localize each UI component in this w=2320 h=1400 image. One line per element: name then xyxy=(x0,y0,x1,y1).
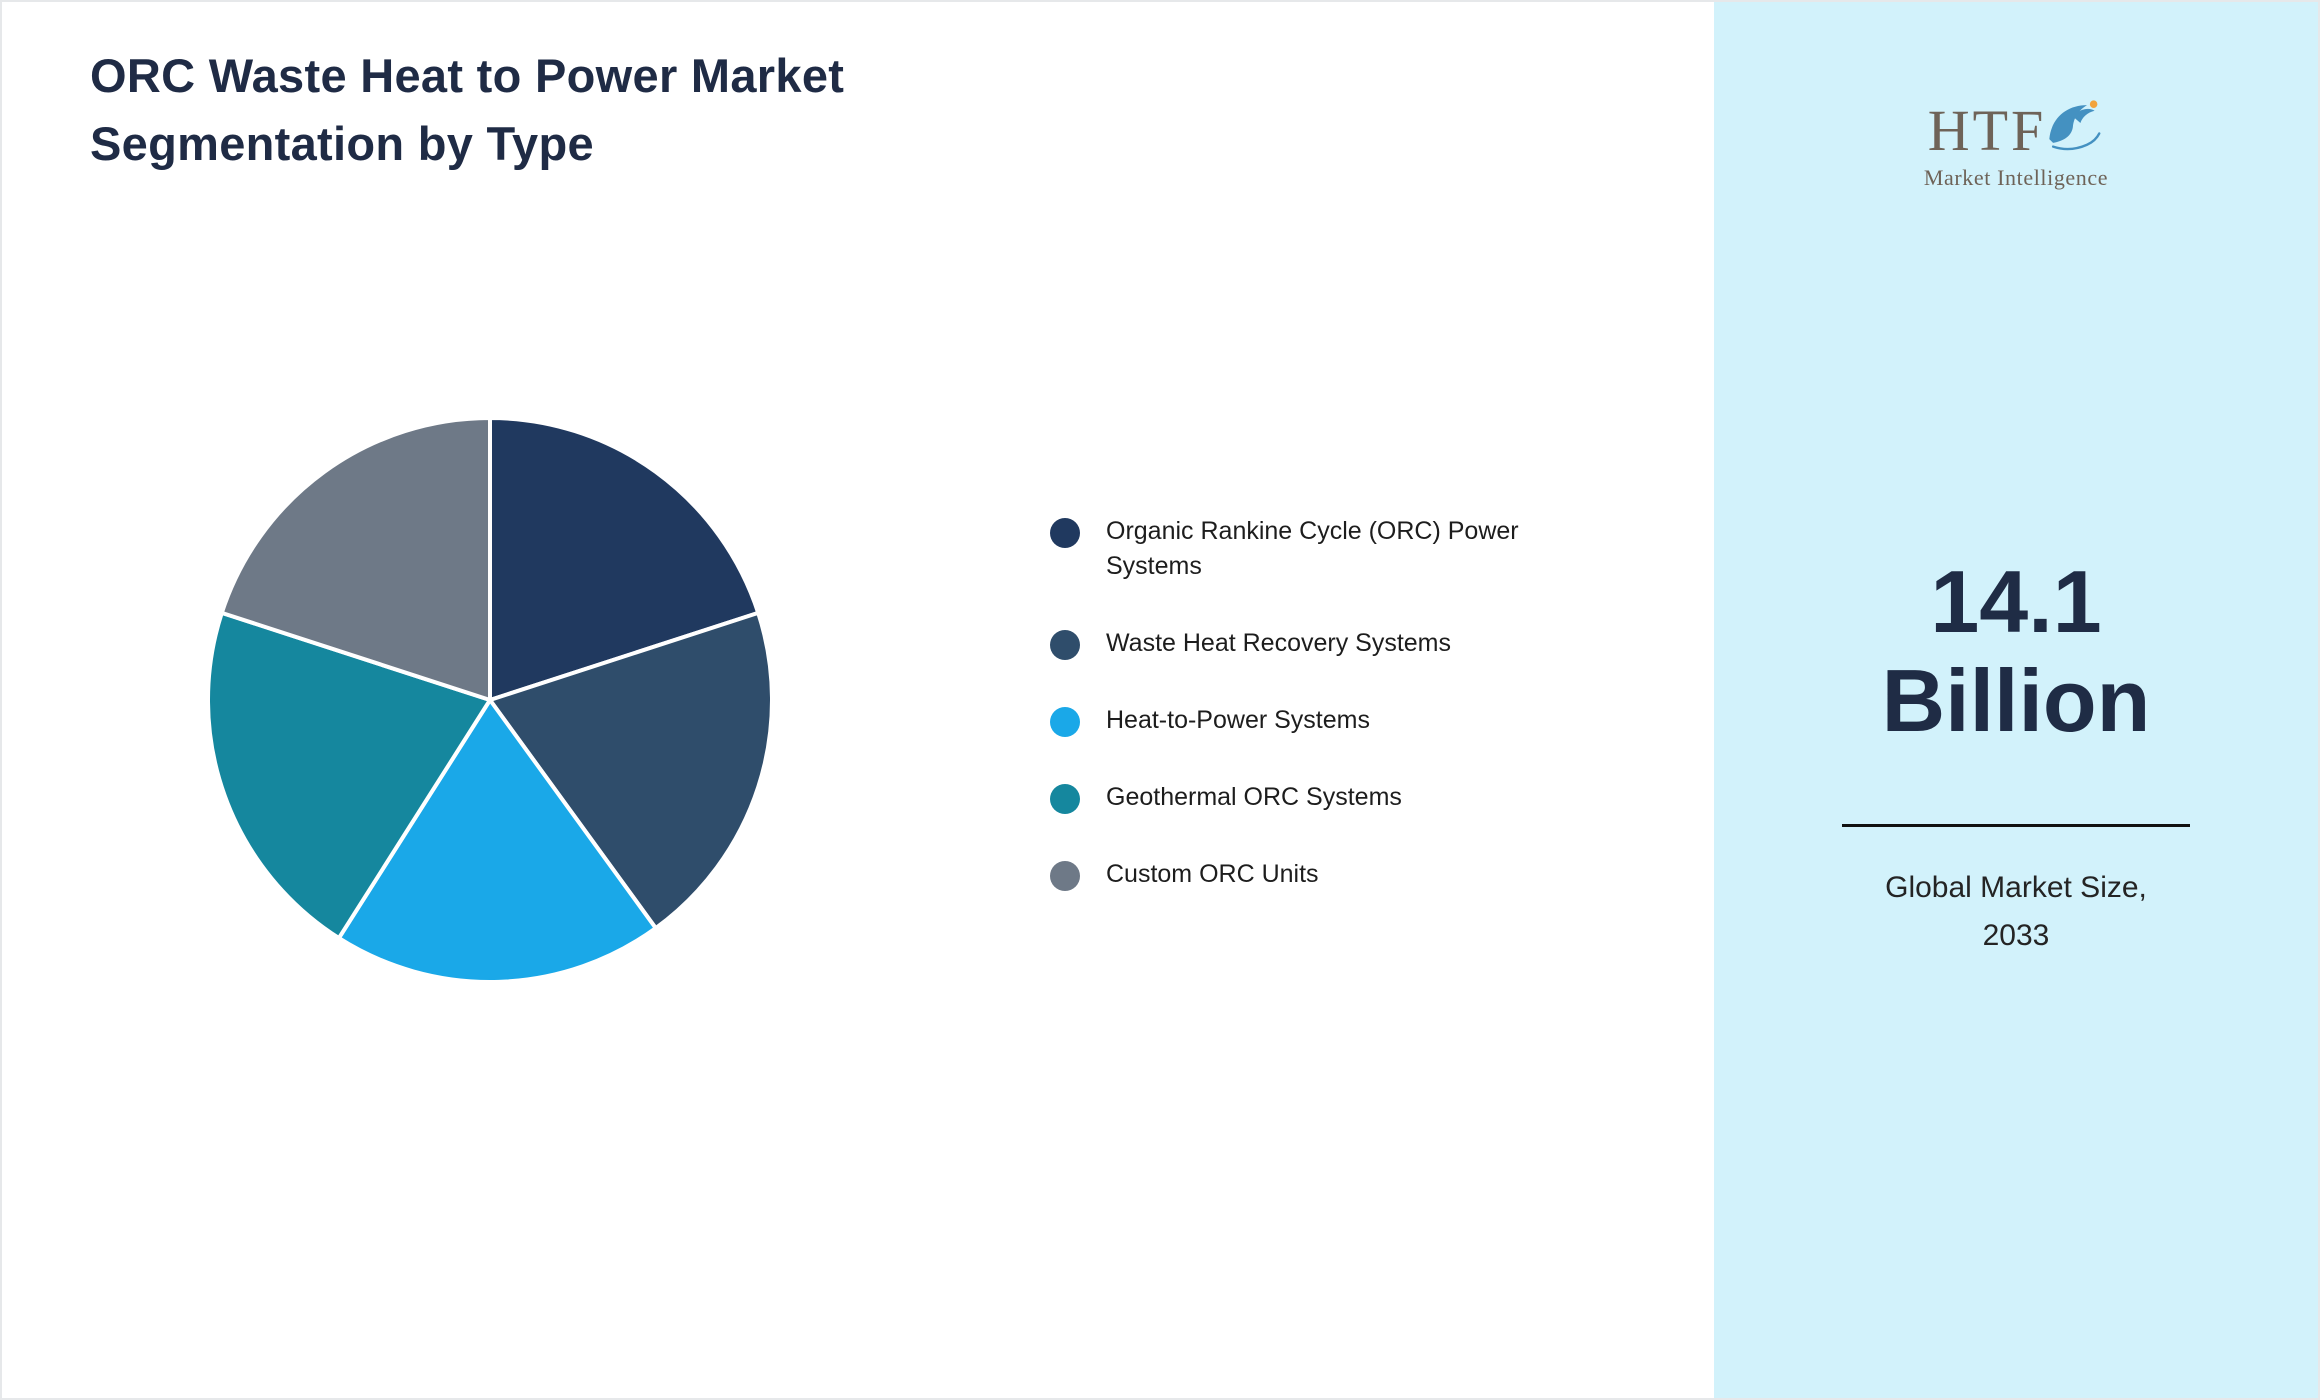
htf-logo-text: HTF xyxy=(1927,98,2047,163)
divider-line xyxy=(1842,824,2190,827)
page-title-line-2: Segmentation by Type xyxy=(90,117,594,171)
htf-logo: HTF Market Intelligence xyxy=(1714,98,2318,191)
market-size-caption-line-2: 2033 xyxy=(1982,919,2050,952)
htf-logo-subtext: Market Intelligence xyxy=(1923,165,2109,190)
market-size-value-line-1: 14.1 xyxy=(1930,552,2102,651)
legend-dot-icon xyxy=(1050,518,1080,548)
htf-logo-row: HTF xyxy=(1927,98,2105,163)
page-title: ORC Waste Heat to Power Market Segmentat… xyxy=(90,42,844,178)
market-size-value: 14.1 Billion xyxy=(1714,552,2318,751)
pie-slice-4 xyxy=(219,416,492,702)
market-size-caption: Global Market Size, 2033 xyxy=(1714,864,2318,960)
legend-dot-icon xyxy=(1050,861,1080,891)
right-panel: HTF Market Intelligence 14.1 Billion Glo… xyxy=(1714,2,2318,1398)
dolphin-icon xyxy=(2049,100,2101,151)
legend-item-2: Heat-to-Power Systems xyxy=(1050,703,1576,738)
page-title-line-1: ORC Waste Heat to Power Market xyxy=(90,49,845,102)
legend-label: Geothermal ORC Systems xyxy=(1106,783,1402,811)
pie-slice-3 xyxy=(206,610,492,941)
pie-chart xyxy=(206,416,774,984)
legend: Organic Rankine Cycle (ORC) Power System… xyxy=(1050,514,1576,934)
market-size-value-line-2: Billion xyxy=(1881,651,2151,751)
legend-item-1: Waste Heat Recovery Systems xyxy=(1050,626,1576,661)
legend-label: Organic Rankine Cycle (ORC) Power System… xyxy=(1106,517,1519,580)
pie-slice-2 xyxy=(336,698,658,984)
legend-item-3: Geothermal ORC Systems xyxy=(1050,780,1576,815)
legend-item-4: Custom ORC Units xyxy=(1050,857,1576,892)
legend-label: Heat-to-Power Systems xyxy=(1106,706,1370,734)
pie-slice-0 xyxy=(488,416,761,702)
legend-dot-icon xyxy=(1050,784,1080,814)
legend-dot-icon xyxy=(1050,707,1080,737)
pie-slice-1 xyxy=(488,610,774,931)
legend-dot-icon xyxy=(1050,630,1080,660)
legend-label: Custom ORC Units xyxy=(1106,860,1319,888)
legend-item-0: Organic Rankine Cycle (ORC) Power System… xyxy=(1050,514,1576,584)
market-size-caption-line-1: Global Market Size, xyxy=(1885,871,2147,904)
legend-label: Waste Heat Recovery Systems xyxy=(1106,629,1452,657)
